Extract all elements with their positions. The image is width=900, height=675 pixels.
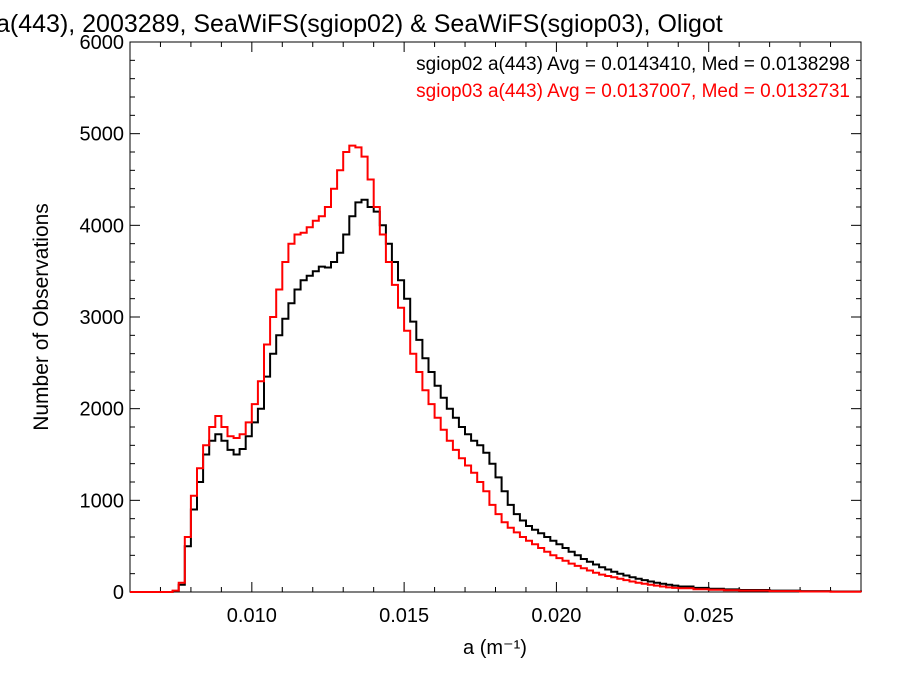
x-axis: 0.010 0.015 0.020 0.025 [159,42,832,627]
x-tick-label: 0.020 [531,605,581,627]
x-tick-label: 0.025 [684,605,734,627]
y-tick-label: 2000 [80,399,125,421]
series-line-sgiop03 [130,144,862,593]
y-tick-label: 0 [113,582,124,604]
y-tick-label: 4000 [80,215,125,237]
y-axis: 0 1000 2000 3000 4000 5000 6000 [80,32,861,604]
legend-entry-sgiop02: sgiop02 a(443) Avg = 0.0143410, Med = 0.… [416,54,850,75]
series-line-sgiop02 [130,198,862,593]
y-tick-label: 3000 [80,307,125,329]
y-tick-label: 1000 [80,490,125,512]
y-axis-label: Number of Observations [30,203,53,431]
x-tick-label: 0.015 [379,605,429,627]
y-tick-label: 6000 [80,32,125,54]
legend-entry-sgiop03: sgiop03 a(443) Avg = 0.0137007, Med = 0.… [416,81,850,102]
x-axis-label: a (m⁻¹) [463,637,527,659]
y-tick-label: 5000 [80,124,125,146]
x-tick-label: 0.010 [227,605,277,627]
chart-title: a(443), 2003289, SeaWiFS(sgiop02) & SeaW… [0,10,723,38]
